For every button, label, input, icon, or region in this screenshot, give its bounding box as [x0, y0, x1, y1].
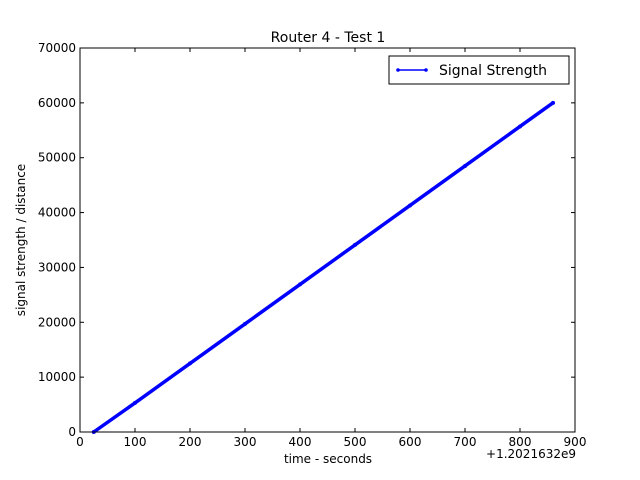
chart-title: Router 4 - Test 1	[271, 30, 386, 46]
x-axis-ticks: 0 100 200 300 400 500 600 700 800 900	[76, 48, 586, 449]
data-point	[551, 100, 555, 105]
x-tick-label: 700	[454, 435, 477, 449]
x-axis-label: time - seconds	[284, 452, 372, 466]
x-tick-label: 400	[289, 435, 312, 449]
x-tick-label: 800	[509, 435, 532, 449]
data-point	[463, 163, 467, 168]
data-point	[353, 242, 357, 247]
y-tick-label: 50000	[38, 151, 76, 165]
y-tick-label: 10000	[38, 370, 76, 384]
y-axis-label: signal strength / distance	[14, 164, 28, 316]
x-tick-label: 300	[234, 435, 257, 449]
data-point	[243, 321, 247, 326]
y-tick-label: 70000	[38, 41, 76, 55]
y-tick-label: 60000	[38, 96, 76, 110]
legend-label-signal-strength: Signal Strength	[439, 63, 547, 79]
data-point	[188, 361, 192, 366]
data-point	[518, 124, 522, 129]
y-tick-label: 40000	[38, 206, 76, 220]
x-tick-label: 500	[344, 435, 367, 449]
series-line-signal-strength	[92, 101, 555, 434]
x-tick-label: 0	[76, 435, 84, 449]
x-tick-label: 200	[179, 435, 202, 449]
legend: Signal Strength	[388, 55, 570, 85]
y-tick-label: 0	[68, 425, 76, 439]
plot-area-frame	[79, 47, 576, 433]
y-axis-ticks: 0 10000 20000 30000 40000 50000 60000 70000	[38, 41, 575, 439]
x-tick-label: 900	[564, 435, 587, 449]
x-tick-label: 600	[399, 435, 422, 449]
x-axis-offset-label: +1.2021632e9	[486, 447, 576, 461]
legend-swatch-marker	[396, 68, 400, 72]
x-tick-label: 100	[124, 435, 147, 449]
data-point	[408, 203, 412, 208]
series-layer	[91, 100, 555, 434]
data-point	[133, 400, 137, 405]
legend-swatch-marker	[424, 68, 428, 72]
data-point	[298, 282, 302, 287]
y-tick-label: 30000	[38, 260, 76, 274]
y-tick-label: 20000	[38, 315, 76, 329]
